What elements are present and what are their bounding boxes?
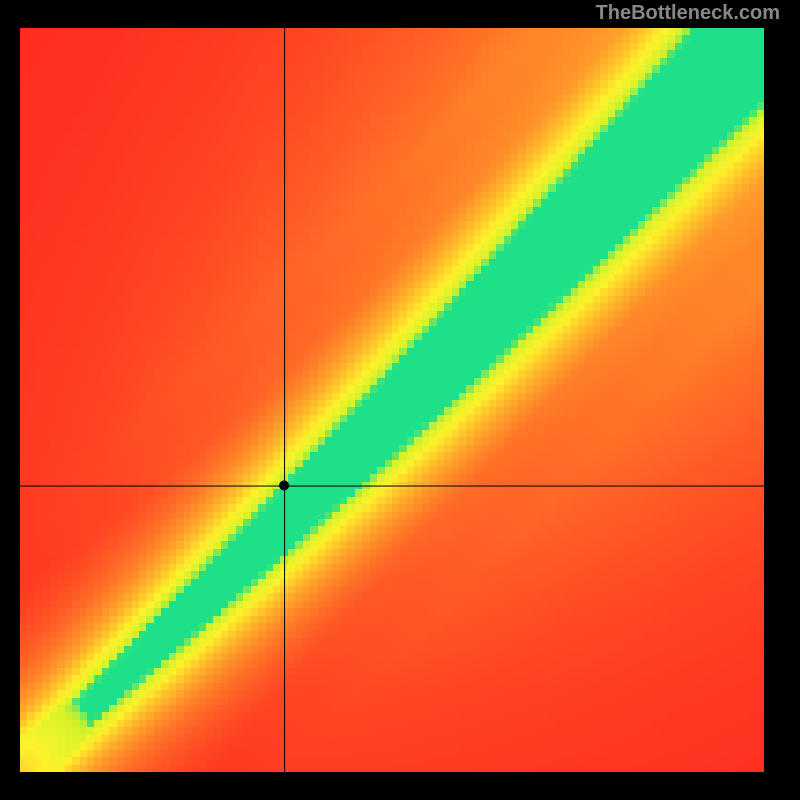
watermark-text: TheBottleneck.com	[596, 2, 780, 25]
chart-container: TheBottleneck.com	[0, 0, 800, 800]
heatmap-canvas	[20, 28, 764, 772]
heatmap-plot	[20, 28, 764, 772]
